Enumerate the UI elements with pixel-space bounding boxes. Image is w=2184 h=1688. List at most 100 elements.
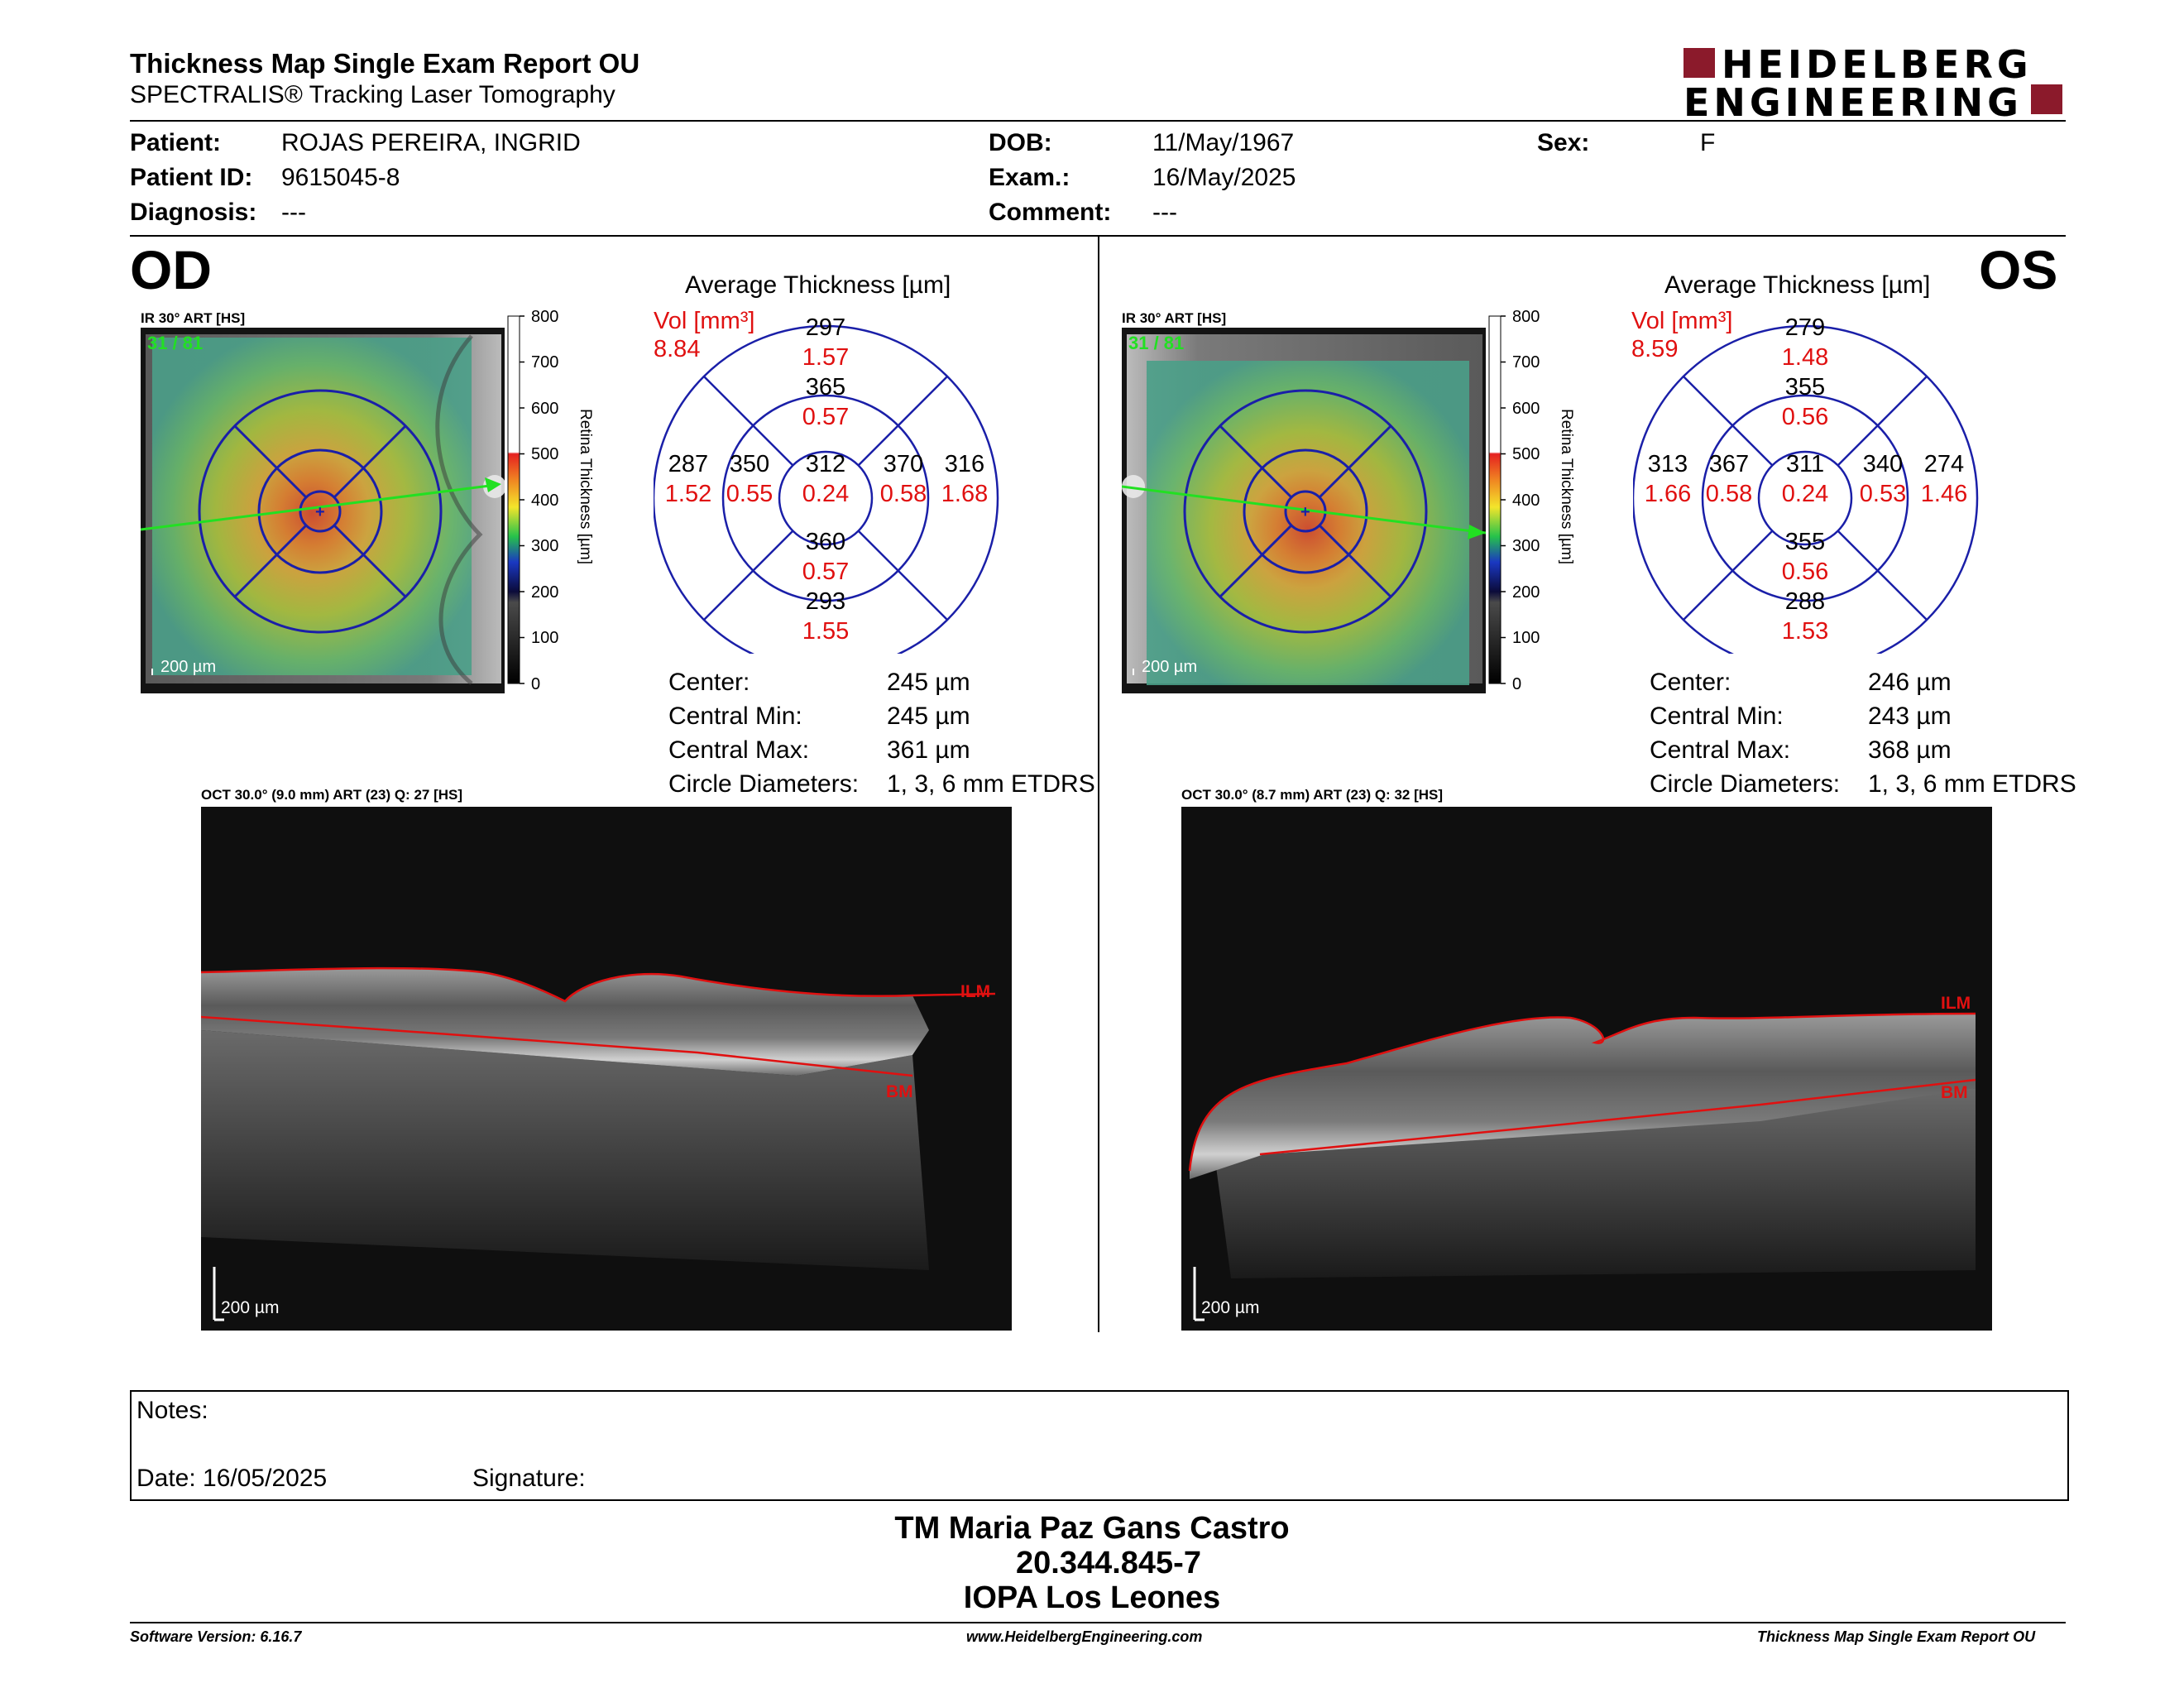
od-inner-sup-volume: 0.57 <box>802 404 849 430</box>
od-cbar-800: 800 <box>531 308 558 326</box>
exam-label: Exam.: <box>989 164 1070 191</box>
notes-box[interactable]: Notes: Date: 16/05/2025 Signature: <box>130 1390 2069 1501</box>
os-circle-diam-value: 1, 3, 6 mm ETDRS <box>1868 770 2076 798</box>
od-vol-total: 8.84 <box>654 336 701 362</box>
os-frame-count: 31 / 81 <box>1128 333 1184 353</box>
center-divider <box>1098 237 1099 1332</box>
od-vessel <box>435 334 483 685</box>
signatory-rut: 20.344.845-7 <box>1016 1546 1201 1580</box>
od-scale-label: 200 µm <box>160 658 216 676</box>
od-inner-sup-thickness: 365 <box>806 374 845 400</box>
os-cbar-800: 800 <box>1512 308 1540 326</box>
od-cbar-100: 100 <box>531 629 558 647</box>
od-outer-left-volume: 1.52 <box>665 481 711 507</box>
os-center-value: 246 µm <box>1868 669 1952 696</box>
os-central-min-label: Central Min: <box>1650 703 1784 730</box>
patient-id-label: Patient ID: <box>130 164 253 191</box>
od-etdrs-chart: 297 1.57 365 0.57 312 0.24 360 0.57 293 … <box>654 314 999 654</box>
header-divider-bottom <box>130 235 2066 237</box>
os-outer-left-thickness: 313 <box>1648 451 1688 477</box>
od-cbar-500: 500 <box>531 445 558 463</box>
od-circle-diam-label: Circle Diameters: <box>668 770 860 798</box>
od-outer-sup-thickness: 297 <box>806 314 845 341</box>
os-outer-right-volume: 1.46 <box>1921 481 1967 507</box>
footer-report-name: Thickness Map Single Exam Report OU <box>1757 1628 2036 1645</box>
od-outer-right-thickness: 316 <box>945 451 984 477</box>
os-central-max-label: Central Max: <box>1650 736 1791 764</box>
od-central-max-label: Central Max: <box>668 736 810 764</box>
od-colorbar-title: Retina Thickness [µm] <box>577 409 594 564</box>
os-inner-left-thickness: 367 <box>1709 451 1749 477</box>
od-central-max-value: 361 µm <box>887 736 970 764</box>
diagnosis-label: Diagnosis: <box>130 199 257 226</box>
os-colorbar-title: Retina Thickness [µm] <box>1558 409 1575 564</box>
od-center-label: Center: <box>668 669 750 696</box>
os-colorbar: 800 700 600 500 400 300 200 100 0 Retina… <box>1488 308 1575 693</box>
od-bm-line <box>201 1015 913 1077</box>
od-cbar-300: 300 <box>531 537 558 555</box>
od-thickness-map: + 31 / 81 200 µm <box>141 328 505 693</box>
od-inner-left-thickness: 350 <box>730 451 769 477</box>
signatory-name: TM Maria Paz Gans Castro <box>894 1511 1290 1546</box>
os-oct-bscan: ILM BM 200 µm <box>1181 807 1992 1331</box>
notes-date: Date: 16/05/2025 <box>136 1465 328 1492</box>
os-inner-right-volume: 0.53 <box>1860 481 1906 507</box>
logo-text-bottom: ENGINEERING <box>1684 80 2023 125</box>
od-ilm-line <box>201 966 996 1003</box>
sex-value: F <box>1700 129 1716 156</box>
od-cbar-400: 400 <box>531 492 558 510</box>
os-cbar-400: 400 <box>1512 492 1540 510</box>
os-outer-inf-volume: 1.53 <box>1782 618 1828 645</box>
od-inner-right-volume: 0.58 <box>880 481 927 507</box>
os-outer-right-thickness: 274 <box>1924 451 1964 477</box>
od-outer-left-thickness: 287 <box>668 451 708 477</box>
diagnosis-value: --- <box>281 199 306 226</box>
od-cbar-700: 700 <box>531 353 558 372</box>
od-central-min-label: Central Min: <box>668 703 802 730</box>
os-optic-disc <box>1122 475 1145 498</box>
od-colorbar-ticks <box>520 315 524 684</box>
patient-label: Patient: <box>130 129 222 156</box>
od-ilm-label: ILM <box>960 982 990 1001</box>
od-scan-line <box>141 483 497 531</box>
od-cbar-600: 600 <box>531 400 558 418</box>
os-center-label: Center: <box>1650 669 1731 696</box>
os-cbar-500: 500 <box>1512 445 1540 463</box>
od-colorbar: 800 700 600 500 400 300 200 100 0 Retina… <box>507 308 594 693</box>
footer-website-link[interactable]: www.HeidelbergEngineering.com <box>966 1628 1203 1645</box>
os-center-volume: 0.24 <box>1782 481 1828 507</box>
os-ilm-label: ILM <box>1941 994 1971 1013</box>
header-divider-top <box>130 120 2066 122</box>
od-center-value: 245 µm <box>887 669 970 696</box>
os-cbar-700: 700 <box>1512 353 1540 372</box>
od-cbar-200: 200 <box>531 583 558 602</box>
od-inner-inf-thickness: 360 <box>806 529 845 555</box>
exam-value: 16/May/2025 <box>1152 164 1296 191</box>
od-choroid-layer <box>201 1030 929 1270</box>
patient-id-value: 9615045-8 <box>281 164 400 191</box>
os-cbar-600: 600 <box>1512 400 1540 418</box>
os-scan-arrow <box>1468 525 1486 539</box>
os-vol-label: Vol [mm³] <box>1631 308 1733 334</box>
signatory-institution: IOPA Los Leones <box>963 1580 1221 1615</box>
od-etdrs-grid-overlay <box>198 389 443 634</box>
os-heatmap-overlay <box>1147 361 1469 685</box>
os-scale-label: 200 µm <box>1142 658 1197 676</box>
os-etdrs-grid-overlay <box>1183 389 1428 634</box>
notes-label: Notes: <box>136 1397 208 1424</box>
patient-value: ROJAS PEREIRA, INGRID <box>281 129 581 156</box>
os-oct-label: OCT 30.0° (8.7 mm) ART (23) Q: 32 [HS] <box>1181 787 1444 803</box>
od-bm-label: BM <box>886 1082 913 1101</box>
os-center-thickness: 311 <box>1786 451 1824 477</box>
os-center-cross: + <box>1300 503 1310 521</box>
os-outer-left-volume: 1.66 <box>1645 481 1691 507</box>
os-inner-left-volume: 0.58 <box>1706 481 1752 507</box>
od-grid-title: Average Thickness [µm] <box>685 271 951 299</box>
os-oct-scale-label: 200 µm <box>1201 1298 1259 1317</box>
os-etdrs-chart: 279 1.48 355 0.56 311 0.24 355 0.56 288 … <box>1633 314 1979 654</box>
logo-square-bottom <box>2031 84 2062 114</box>
os-central-max-value: 368 µm <box>1868 736 1952 764</box>
od-center-thickness: 312 <box>806 451 845 477</box>
od-oct-bscan: ILM BM 200 µm <box>201 807 1012 1331</box>
os-central-min-value: 243 µm <box>1868 703 1952 730</box>
